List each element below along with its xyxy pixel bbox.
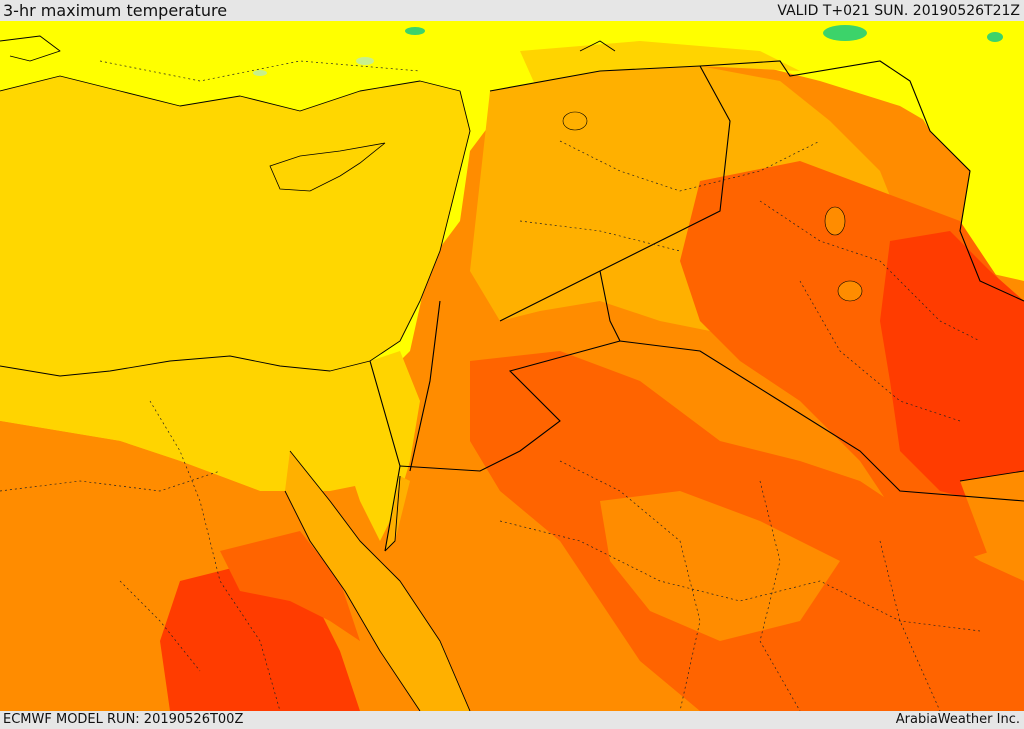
egypt-north-yellow [0, 356, 400, 491]
map-title: 3-hr maximum temperature [3, 1, 228, 20]
egypt-hot-patch [220, 531, 360, 641]
lake [837, 280, 863, 302]
green-patch [253, 70, 267, 76]
persian-gulf [960, 471, 1024, 581]
model-run: ECMWF MODEL RUN: 20190526T00Z [3, 712, 244, 727]
red-sea [285, 451, 470, 711]
mediterranean-sea [0, 76, 470, 376]
province-borders [0, 60, 981, 711]
temperature-map[interactable] [0, 21, 1024, 711]
country-borders [369, 60, 1024, 552]
footer-bar: ECMWF MODEL RUN: 20190526T00Z ArabiaWeat… [0, 711, 1024, 729]
saudi-warm-pocket [600, 491, 840, 641]
valid-time: VALID T+021 SUN. 20190526T21Z [777, 3, 1020, 19]
coastlines [0, 35, 1024, 711]
green-patch [356, 57, 374, 65]
green-patch [987, 32, 1003, 42]
header-bar: 3-hr maximum temperature VALID T+021 SUN… [0, 0, 1024, 21]
lake [824, 206, 846, 236]
cyprus-island [269, 142, 386, 192]
credit-label: ArabiaWeather Inc. [895, 712, 1020, 727]
iraq-extreme-zone [880, 231, 1024, 501]
lake [562, 111, 588, 131]
green-patch [823, 25, 867, 41]
green-patch [405, 27, 425, 35]
ne-yellow-zone [880, 21, 1024, 281]
